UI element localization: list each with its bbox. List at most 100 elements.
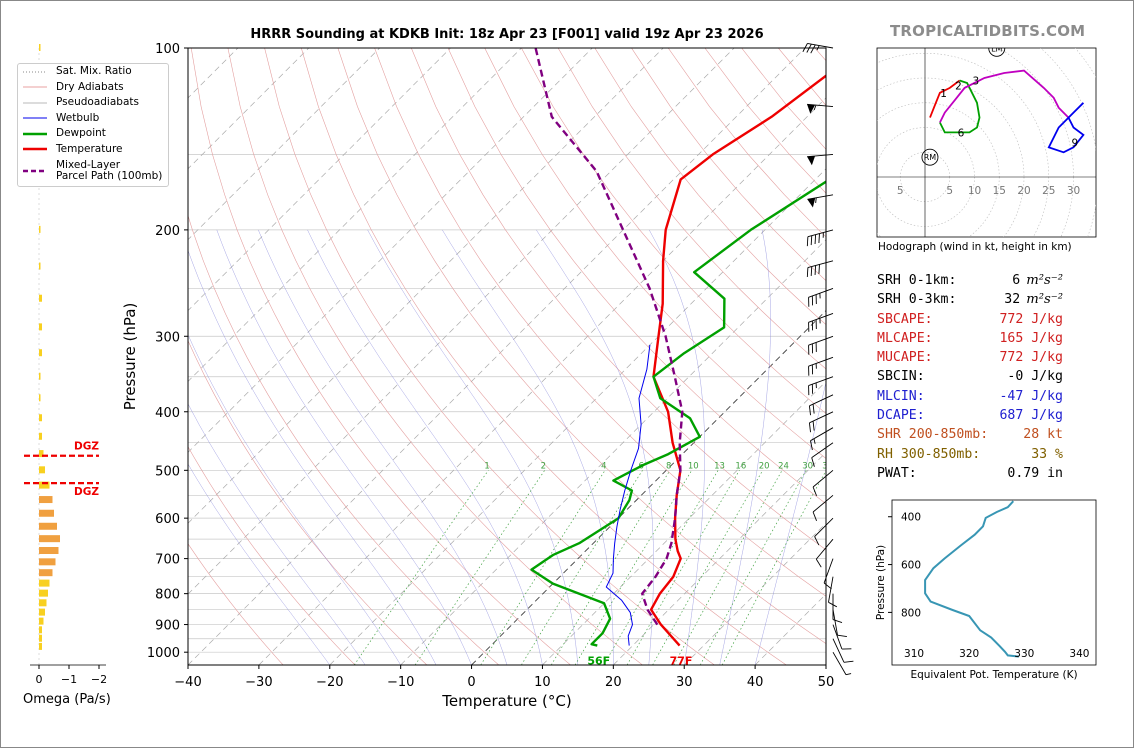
y-tick-label: 200 (155, 224, 180, 239)
stat-number: 32 (1004, 292, 1021, 308)
isotherm (471, 309, 826, 665)
omega-bar (39, 509, 54, 517)
wind-barb (832, 651, 852, 676)
y-tick-label: 1000 (147, 646, 180, 661)
y-tick-label: 300 (155, 330, 180, 345)
stat-label: SRH 0-3km: (877, 292, 957, 308)
mixing-ratio-line (721, 470, 826, 665)
omega-bar (39, 294, 42, 302)
wind-barb (811, 442, 834, 467)
stat-value: -47 J/kg (999, 387, 1063, 406)
barb-half-flag (815, 197, 817, 203)
dgz-label: DGZ (74, 441, 99, 453)
barb-flag (818, 264, 820, 274)
dry-adiabat (188, 543, 284, 665)
barb-flag (808, 366, 810, 376)
wind-barb (812, 494, 834, 522)
barb-flag (843, 660, 854, 663)
omega-bar (39, 642, 42, 650)
barb-half-flag (815, 363, 817, 369)
barb-staff (807, 229, 834, 238)
hodograph-1-3km (939, 79, 981, 134)
mixing-ratio-line (414, 470, 545, 665)
legend-swatch (23, 102, 47, 104)
stat-unit: m²s⁻² (1026, 273, 1063, 288)
legend-swatch (23, 71, 47, 73)
hodograph-height-label: 9 (1071, 137, 1078, 149)
mixing-ratio-label: 4 (601, 461, 606, 471)
dry-adiabat (337, 48, 826, 644)
omega-bar (39, 496, 53, 504)
mixing-ratio-line (354, 470, 489, 665)
isotherm (683, 522, 826, 665)
omega-bar (39, 349, 42, 357)
theta-e-x-tick-label: 340 (1069, 648, 1089, 660)
stat-row: SBCIN: -0 J/kg (877, 367, 1063, 386)
wind-barb (832, 638, 854, 663)
legend-label: Wetbulb (56, 111, 100, 124)
pseudoadiabat (307, 229, 543, 665)
stat-label: SHR 200-850mb: (877, 427, 989, 443)
omega-bar (39, 432, 42, 440)
barb-flag (810, 235, 813, 246)
barb-flag (815, 294, 817, 305)
y-tick-label: 800 (155, 588, 180, 603)
barb-flag (806, 236, 809, 247)
barb-half-flag (813, 104, 817, 111)
dry-adiabat (227, 48, 643, 665)
barb-flag (811, 384, 814, 394)
stat-value: 0.79 in (1007, 464, 1063, 483)
omega-bar (39, 44, 41, 51)
brand-watermark: TROPICALTIDBITS.COM (890, 22, 1086, 40)
stat-row: SBCAPE: 772 J/kg (877, 310, 1063, 329)
omega-bar (39, 394, 41, 402)
y-axis-label: Pressure (hPa) (121, 303, 139, 411)
y-tick-label: 600 (155, 512, 180, 527)
barb-pennant (807, 155, 816, 166)
isotherm (542, 380, 826, 665)
omega-bar (39, 589, 48, 597)
legend-label: Pseudoadiabats (56, 96, 139, 109)
legend-item: Dry Adiabats (18, 80, 168, 96)
wind-barb (808, 287, 834, 307)
pseudoadiabat (367, 229, 579, 665)
barb-flag (810, 44, 816, 54)
hodograph-height-label: 1 (940, 88, 947, 100)
stat-label: MLCIN: (877, 388, 925, 404)
omega-x-tick-label: 0 (36, 673, 43, 686)
hodograph-tick-label: 10 (968, 185, 981, 197)
legend-item: Pseudoadiabats (18, 95, 168, 111)
stat-label: MUCAPE: (877, 350, 933, 366)
wind-barb (832, 609, 847, 638)
barb-staff (812, 494, 834, 513)
legend-item: Dewpoint (18, 126, 168, 142)
dry-adiabat (557, 48, 826, 370)
stat-unit: m²s⁻² (1026, 292, 1063, 308)
surface-temperature-label: 77F (670, 655, 693, 668)
barb-flag (806, 267, 809, 278)
dry-adiabat (411, 48, 826, 551)
barb-flag (808, 297, 810, 307)
barb-half-flag (819, 318, 821, 324)
series-temperature (649, 74, 826, 647)
omega-bar (39, 608, 45, 616)
omega-x-tick-label: −2 (91, 673, 107, 686)
legend-label: Mixed-Layer Parcel Path (100mb) (56, 158, 163, 182)
omega-bar (39, 634, 42, 642)
wind-barb (802, 43, 834, 54)
mixing-ratio-label: 36 (822, 461, 833, 471)
x-tick-label: −10 (387, 675, 414, 690)
mixing-ratio-label: 2 (541, 461, 546, 471)
omega-x-label: Omega (Pa/s) (23, 692, 111, 707)
stat-number: 28 kt (1023, 427, 1063, 443)
isotherm (400, 239, 826, 665)
dry-adiabat (188, 214, 499, 665)
omega-bar (39, 599, 47, 607)
wind-barb (808, 394, 834, 416)
barb-half-flag (819, 293, 821, 299)
hodograph-tick-label: 25 (1042, 185, 1055, 197)
stat-value: 772 J/kg (999, 348, 1063, 367)
x-tick-label: 10 (534, 675, 551, 690)
omega-bar (39, 626, 42, 634)
